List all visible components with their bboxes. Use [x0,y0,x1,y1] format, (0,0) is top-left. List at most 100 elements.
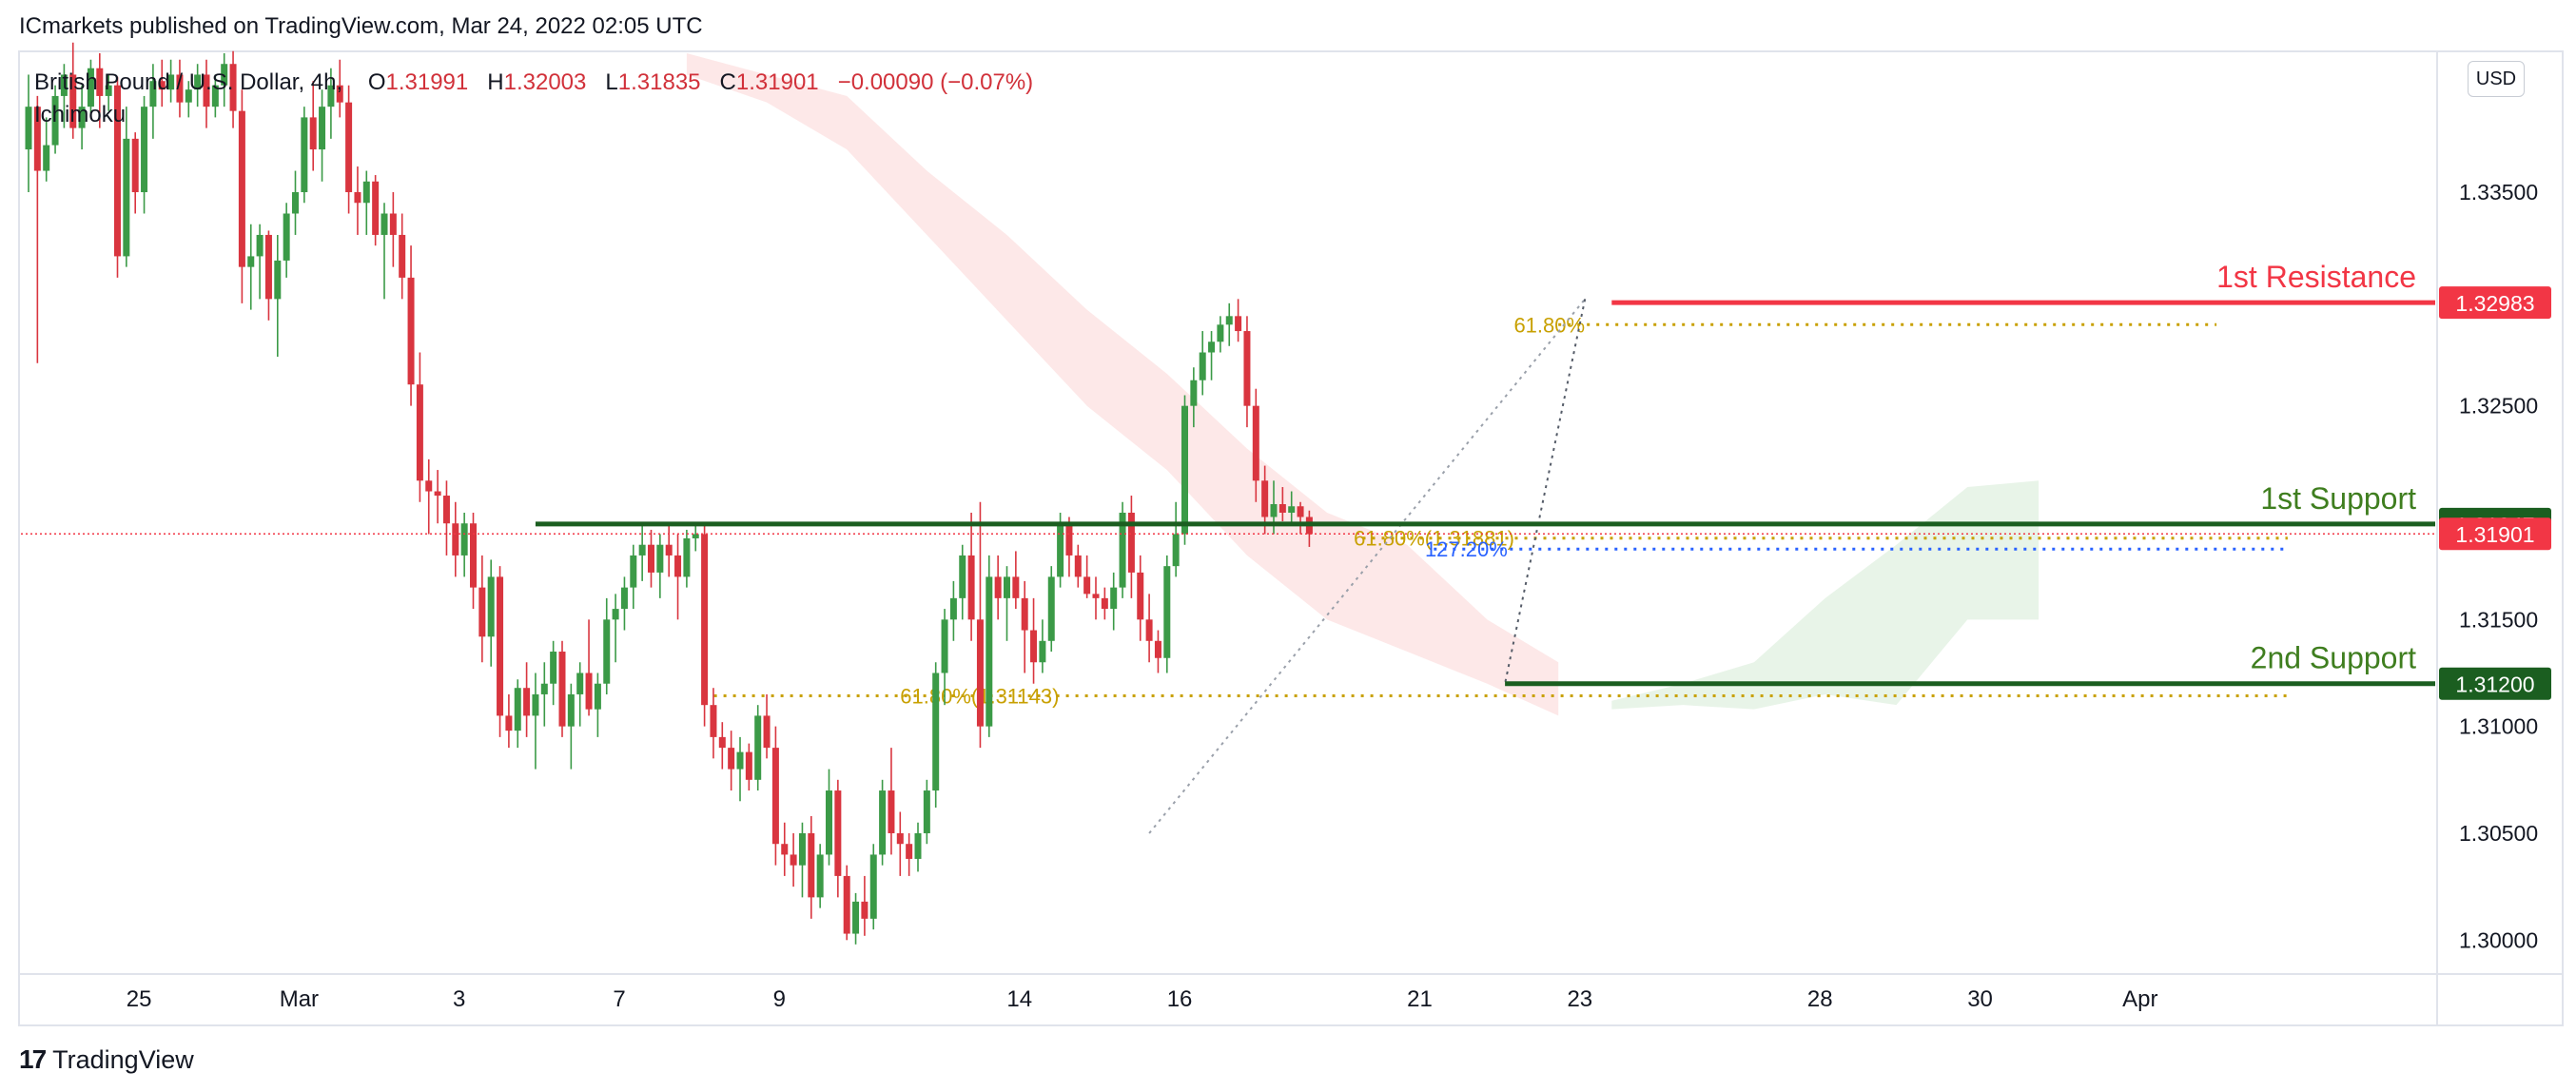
candle-body [718,736,726,749]
legend-open-label: O [367,69,386,95]
candle-body [1235,316,1242,332]
legend-symbol[interactable]: British Pound / U.S. Dollar, 4h, [34,69,343,95]
candle-body [567,693,575,727]
candle-body [656,544,664,573]
time-tick-label: 23 [1567,986,1592,1012]
candle-body [869,854,877,919]
candle-body [247,256,255,267]
fib-level-label: 61.80% [1513,313,1585,337]
candle-body [327,85,335,107]
candle-body [896,832,904,845]
legend-indicator[interactable]: Ichimoku [34,102,127,127]
fibonacci-drawings: 61.80%61.80%(1.31143)61.80%(1.31881)127.… [704,298,2288,834]
candle-body [1208,341,1216,353]
candle-body [736,751,744,770]
candle-body [345,102,353,193]
fib-trend-line [1148,298,1587,834]
legend-close-label: C [719,69,736,95]
candle-body [123,138,130,257]
candle-body [87,68,94,107]
symbol-legend[interactable]: British Pound / U.S. Dollar, 4h, O1.3199… [34,67,1033,131]
fib-level-label: 61.80%(1.31881) [1354,527,1514,551]
currency-badge[interactable]: USD [2468,61,2525,97]
candle-body [442,496,450,524]
candle-body [816,854,824,898]
last-price-tag [2439,517,2551,551]
candle-body [754,715,762,780]
level-label: 1st Resistance [2216,260,2416,294]
candle-body [1065,523,1073,556]
candle-body [478,587,486,637]
time-tick-label: 3 [453,986,465,1012]
candle-body [585,673,593,710]
candle-body [452,523,459,556]
candle-body [1172,534,1180,567]
candle-body [25,107,32,150]
fib-trend-line [1504,299,1587,684]
candle-body [612,609,619,620]
candle-body [550,652,557,684]
time-tick-label: 25 [127,986,152,1012]
candle-body [1181,405,1188,535]
candle-body [665,544,673,556]
price-tick-label: 1.31500 [2459,607,2538,632]
candle-body [1261,480,1269,517]
candle-body [1092,594,1100,598]
candle-body [399,234,406,278]
candle-body [638,544,646,556]
candle-body [407,277,415,385]
candle-body [1163,566,1171,658]
candle-body [1278,504,1286,513]
candle-body [381,213,388,235]
candle-body [497,576,504,716]
candle-body [78,107,86,128]
footer-brand[interactable]: 17 TradingView [19,1044,194,1075]
candle-body [292,192,299,214]
candle-body [959,555,966,598]
candle-body [1030,630,1038,663]
candle-body [1145,619,1153,641]
legend-open: 1.31991 [385,69,469,95]
price-tick-label: 1.30500 [2459,821,2538,846]
candle-body [1243,331,1251,406]
candle-body [309,117,317,150]
candle-body [131,138,139,193]
candle-body [994,576,1002,598]
time-axis[interactable]: 25 Mar 3 7 9 14 16 21 23 28 30 Apr [127,986,2158,1012]
candle-body [603,619,611,684]
candle-body [558,652,566,727]
candle-body [176,74,184,103]
candle-body [470,523,477,588]
candle-body [1057,523,1064,577]
candle-body [808,832,815,898]
price-axis[interactable]: 1.33500 1.32500 1.31500 1.31000 1.30500 1.300… [2459,180,2538,952]
publisher-header: ICmarkets published on TradingView.com, … [19,13,703,39]
candle-body [620,587,628,610]
tradingview-logo-icon: 17 [19,1044,47,1074]
candle-body [460,523,468,556]
candle-body [1270,504,1278,517]
candle-body [1217,324,1224,342]
candle-body [425,480,433,492]
candle-body [274,260,282,300]
level-price-tag [2439,286,2551,320]
candle-body [843,875,850,934]
level-label: 2nd Support [2251,641,2416,675]
candle-body [416,384,423,481]
candle-body [1137,572,1144,620]
level-price-tag [2439,667,2551,700]
candle-body [514,688,521,731]
candle-body [1297,506,1304,517]
candle-body [710,705,717,737]
candle-body [1021,597,1028,631]
candle-body [1110,587,1118,610]
candle-body [167,74,175,90]
candle-body [1199,352,1206,380]
candle-body [523,688,531,716]
candlestick-series[interactable] [25,42,1313,945]
candle-body [1083,576,1091,595]
candle-body [434,491,441,497]
legend-low-label: L [605,69,618,95]
